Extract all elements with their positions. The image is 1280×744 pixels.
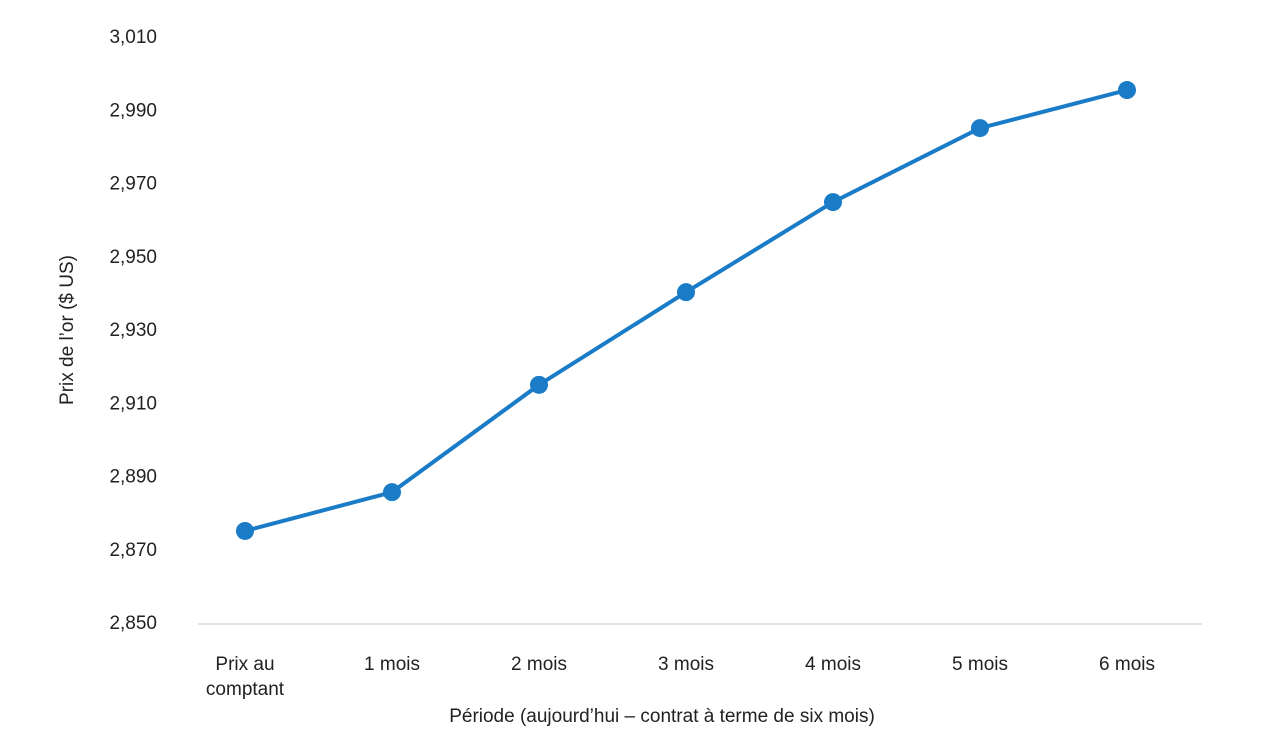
point: [236, 521, 254, 540]
x-tick-label: Prix au comptant: [205, 654, 285, 700]
x-tick-label: 2 mois: [511, 654, 567, 675]
x-tick-label: 6 mois: [1099, 654, 1155, 675]
point: [530, 375, 548, 394]
line: [244, 88, 1128, 533]
x-tick-label: 4 mois: [805, 654, 861, 675]
point: [824, 193, 842, 212]
point: [971, 119, 989, 138]
y-tick-label: 3,010: [109, 27, 157, 48]
y-tick-label: 2,910: [109, 393, 157, 414]
y-axis-title: Prix de l’or ($ US): [57, 255, 78, 405]
y-tick-label: 2,890: [109, 467, 157, 488]
y-tick-label: 2,990: [109, 100, 157, 121]
x-tick-label: 1 mois: [364, 654, 420, 675]
y-tick-label: 2,950: [109, 247, 157, 268]
point: [383, 483, 401, 502]
y-tick-label: 2,850: [109, 613, 157, 634]
x-axis-title: Période (aujourd’hui – contrat à terme d…: [449, 706, 875, 727]
point: [1118, 81, 1136, 100]
y-tick-label: 2,870: [109, 540, 157, 561]
x-tick-label: 5 mois: [952, 654, 1008, 675]
y-tick-label: 2,970: [109, 174, 157, 195]
x-tick-label: 3 mois: [658, 654, 714, 675]
y-tick-label: 2,930: [109, 320, 157, 341]
point: [677, 283, 695, 302]
